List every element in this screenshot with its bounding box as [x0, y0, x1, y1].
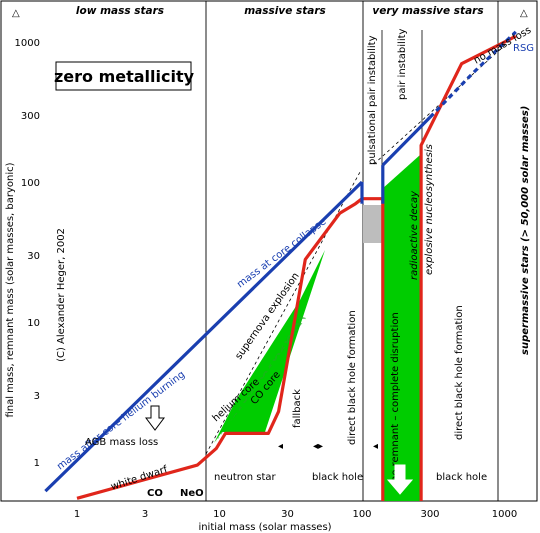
label-co: CO: [147, 488, 163, 499]
label-black-hole-1: black hole: [312, 472, 363, 483]
final-mass-line-2: [381, 116, 432, 167]
y-axis-label: final mass, remnant mass (solar masses, …: [5, 162, 16, 417]
co-core-hatch-region: [216, 316, 306, 442]
plot-frame: [0, 0, 538, 502]
label-agb-mass-loss: AGB mass loss: [85, 437, 158, 448]
copyright: (C) Alexander Heger, 2002: [56, 228, 67, 362]
y-tick-label: 100: [21, 178, 40, 189]
y-tick-label: 300: [21, 111, 40, 122]
small-arrow-icon-2: ◂▸: [313, 441, 323, 452]
x-tick-label: 300: [420, 509, 439, 520]
label-radioactive-decay: radioactive decay: [409, 190, 420, 280]
x-tick-label: 30: [281, 509, 294, 520]
y-tick-labels: 1 3 10 30 100 300 1000: [15, 38, 40, 469]
pulsational-grey-block: [363, 205, 382, 243]
disruption-arrow-icon: [386, 464, 414, 495]
small-arrow-icon-1: ◂: [278, 441, 283, 452]
pair-instability-ejecta-region: [382, 155, 420, 501]
x-tick-label: 100: [352, 509, 371, 520]
x-tick-label: 3: [142, 509, 148, 520]
x-tick-label: 1000: [492, 509, 517, 520]
massive-stars-ejecta-region: [214, 250, 325, 443]
final-mass-line-1: [44, 180, 364, 493]
remnant-mass-curve: [76, 34, 517, 501]
label-direct-bh-1: direct black hole formation: [347, 310, 358, 445]
y-tick-label: 30: [27, 251, 40, 262]
title-box: [55, 61, 192, 91]
y-tick-label: 1: [34, 458, 40, 469]
small-arrow-icon-3: ◂: [373, 441, 378, 452]
title-zero-metallicity: zero metallicity: [54, 67, 195, 86]
dashed-upper-line: [373, 44, 506, 165]
x-tick-label: 10: [213, 509, 226, 520]
x-axis-label: initial mass (solar masses): [198, 522, 331, 533]
header-very-massive: very massive stars: [372, 5, 483, 17]
label-pair-instability: pair instability: [397, 28, 408, 100]
label-neutron-star: neutron star: [214, 472, 277, 483]
y-tick-label: 10: [27, 318, 40, 329]
label-core-helium: mass after core helium burning: [55, 369, 187, 472]
label-direct-bh-2: direct black hole formation: [454, 305, 465, 440]
remnant-mass-line-1: [76, 197, 385, 501]
delta-icon-right: △: [520, 8, 528, 19]
y-tick-label: 3: [34, 391, 40, 402]
delta-icon: △: [12, 8, 20, 19]
final-mass-curve: [44, 30, 517, 493]
agb-arrow-icon: [145, 405, 165, 431]
final-mass-line-3: [428, 30, 517, 119]
label-nucleosynthesis: explosive nucleosynthesis: [424, 144, 435, 275]
y-tick-label: 1000: [15, 38, 40, 49]
label-pulsational: pulsational pair instability: [367, 35, 378, 165]
header-massive: massive stars: [244, 5, 326, 17]
label-rsg: RSG: [513, 43, 534, 54]
header-low-mass: low mass stars: [76, 5, 164, 17]
label-neo: NeO: [180, 488, 204, 499]
remnant-mass-line-2: [419, 34, 517, 501]
label-supermassive: supermassive stars (> 50,000 solar masse…: [520, 106, 531, 355]
x-tick-labels: 1 3 10 30 100 300 1000: [74, 509, 517, 520]
label-fallback: fallback: [292, 389, 303, 428]
x-tick-label: 1: [74, 509, 80, 520]
label-black-hole-2: black hole: [436, 472, 487, 483]
label-no-remnant: no remnant – complete disruption: [390, 312, 401, 482]
